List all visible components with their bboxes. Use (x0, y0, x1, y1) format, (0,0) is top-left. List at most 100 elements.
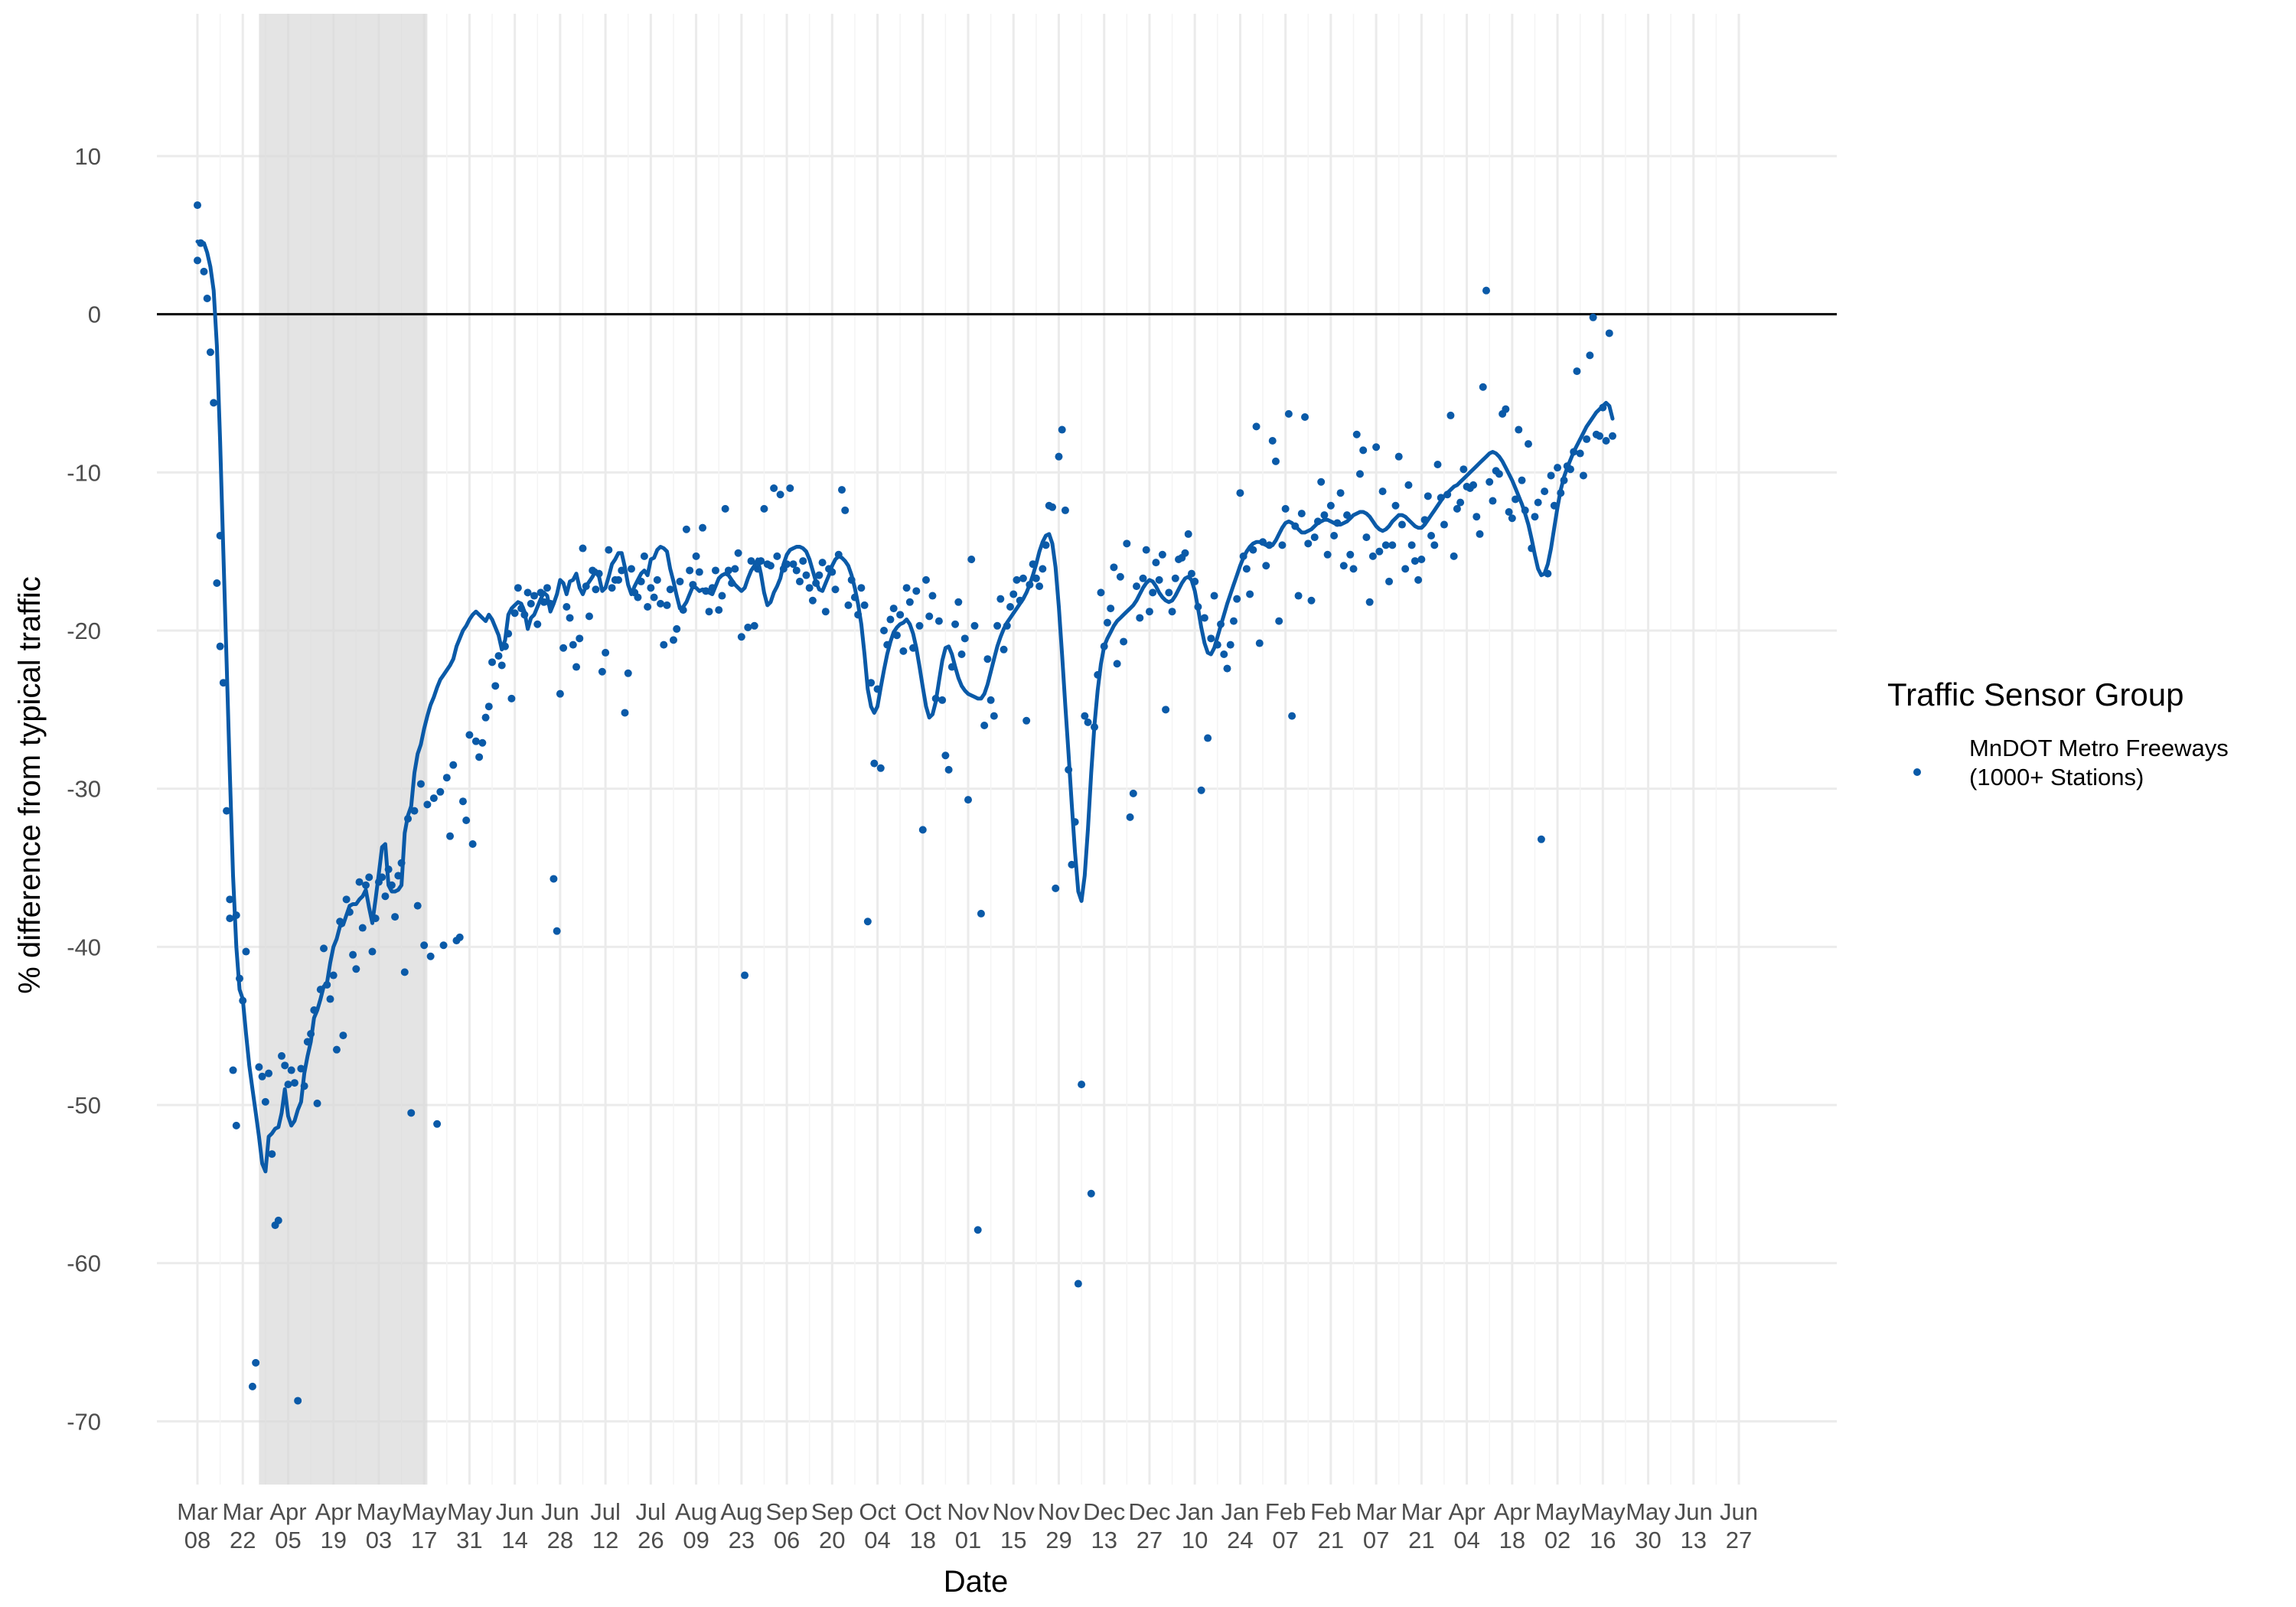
x-tick-label-day: 16 (1590, 1527, 1616, 1553)
data-point (731, 565, 739, 573)
data-point (416, 780, 425, 788)
x-axis-title: Date (944, 1565, 1009, 1599)
data-point (993, 621, 1002, 630)
data-point (391, 913, 400, 921)
data-point (644, 603, 652, 611)
data-point (274, 1216, 282, 1224)
data-point (258, 1072, 266, 1081)
data-point (362, 881, 370, 889)
data-point (478, 738, 487, 747)
data-point (1304, 539, 1313, 548)
x-tick-label-month: Jan (1221, 1498, 1259, 1525)
x-tick-label-day: 14 (501, 1527, 527, 1553)
data-point (1362, 533, 1371, 542)
data-point (1573, 367, 1581, 376)
data-point (605, 546, 613, 554)
data-point (226, 895, 234, 904)
x-tick-label-month: Jul (636, 1498, 667, 1525)
data-point (349, 950, 357, 959)
data-point (1116, 572, 1124, 581)
data-point (990, 712, 998, 720)
data-point (1171, 574, 1179, 582)
data-point (718, 592, 726, 600)
trend-line (195, 240, 1615, 1174)
data-point (1310, 533, 1319, 542)
data-point (1547, 471, 1555, 480)
data-point (381, 892, 390, 901)
data-point (928, 592, 937, 600)
data-point (1000, 645, 1008, 654)
data-point (1397, 520, 1406, 529)
data-point (634, 593, 642, 601)
data-point (773, 552, 781, 560)
data-point (1006, 603, 1015, 611)
data-point (624, 669, 632, 677)
data-point (766, 562, 775, 570)
data-point (860, 601, 869, 609)
data-point (1473, 513, 1481, 521)
data-point (1482, 286, 1490, 295)
data-point (1207, 634, 1215, 643)
data-point (1019, 574, 1027, 582)
data-point (750, 621, 758, 630)
data-point (1107, 605, 1115, 613)
x-tick-label-month: Dec (1083, 1498, 1125, 1525)
data-point (1126, 813, 1134, 821)
y-axis-ticks: 10 0 -10 -20 -30 -40 -50 -60 -70 (67, 143, 101, 1435)
data-point (1294, 592, 1303, 600)
data-point (1508, 514, 1516, 523)
x-axis-ticks: Mar08Mar22Apr05Apr19May03May17May31Jun14… (177, 1498, 1758, 1553)
x-tick-label-month: Oct (859, 1498, 896, 1525)
data-point (921, 575, 930, 584)
data-point (579, 544, 587, 553)
data-point (951, 620, 960, 628)
data-point (294, 1397, 302, 1405)
x-tick-label-day: 07 (1363, 1527, 1389, 1553)
data-point (1368, 552, 1377, 560)
data-point (1365, 598, 1374, 606)
data-point (1323, 550, 1332, 559)
data-point (592, 585, 600, 594)
data-point (484, 702, 493, 711)
data-point (1058, 425, 1066, 434)
data-point (1162, 706, 1170, 714)
y-tick-label: -20 (67, 618, 101, 644)
data-point (1288, 712, 1296, 720)
data-point (711, 566, 719, 575)
data-point (1120, 637, 1128, 646)
data-point (747, 557, 755, 566)
data-point (721, 504, 729, 513)
data-point (1220, 650, 1228, 658)
data-point (507, 694, 516, 702)
data-point (1226, 641, 1234, 649)
data-point (1320, 511, 1329, 520)
data-point (1355, 470, 1364, 478)
data-point (918, 826, 927, 834)
data-point (313, 1099, 321, 1107)
x-tick-label-month: May (357, 1498, 402, 1525)
data-point (1184, 530, 1192, 538)
data-point (1068, 860, 1076, 869)
data-point (332, 1045, 341, 1054)
data-point (576, 634, 584, 643)
y-tick-label: -30 (67, 776, 101, 803)
data-point (533, 620, 542, 628)
x-tick-label-month: Sep (811, 1498, 853, 1525)
x-tick-label-day: 18 (1499, 1527, 1525, 1553)
data-point (252, 1358, 260, 1367)
data-point (342, 895, 351, 904)
data-point (598, 667, 606, 676)
data-point (1152, 559, 1160, 567)
data-point (770, 484, 778, 492)
data-point (879, 627, 888, 634)
data-point (1608, 432, 1616, 440)
data-point (1524, 440, 1532, 448)
data-point (510, 609, 519, 618)
data-point (1372, 443, 1381, 451)
data-point (673, 624, 681, 633)
x-tick-label-day: 21 (1318, 1527, 1344, 1553)
legend-marker (1913, 768, 1921, 776)
x-tick-label-month: Aug (720, 1498, 762, 1525)
data-point (242, 947, 250, 956)
data-point (1133, 582, 1141, 591)
